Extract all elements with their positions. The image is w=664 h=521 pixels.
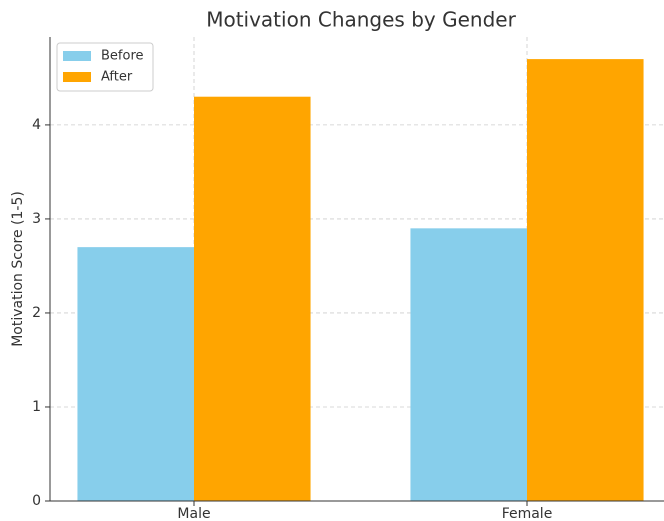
legend-label: After — [101, 70, 133, 85]
y-tick-label: 3 — [32, 211, 41, 227]
y-tick-label: 2 — [32, 305, 41, 321]
y-tick-label: 0 — [32, 493, 41, 509]
chart-title: Motivation Changes by Gender — [206, 8, 516, 32]
y-tick-label: 4 — [32, 117, 41, 133]
bar — [410, 228, 527, 501]
y-axis-label: Motivation Score (1-5) — [10, 191, 26, 347]
y-tick-label: 1 — [32, 399, 41, 415]
bar — [194, 96, 311, 501]
legend-label: Before — [101, 49, 144, 64]
legend: Before After — [56, 42, 154, 92]
x-tick-label: Female — [502, 506, 553, 521]
bar — [527, 59, 644, 501]
x-tick-label: Male — [177, 506, 210, 521]
legend-swatch — [63, 72, 91, 82]
legend-swatch — [63, 51, 91, 61]
bar — [77, 247, 194, 501]
